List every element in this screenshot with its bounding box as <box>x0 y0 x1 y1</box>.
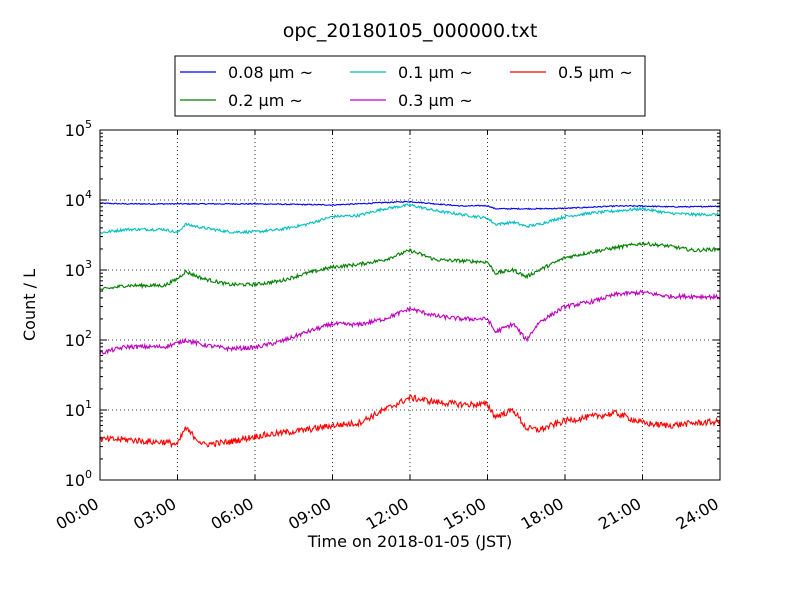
y-tick-label: 105 <box>65 118 92 140</box>
x-tick-label: 00:00 <box>53 494 102 534</box>
x-tick-label: 06:00 <box>208 494 257 534</box>
gridlines <box>100 130 720 480</box>
series-line <box>99 203 721 235</box>
series-line <box>99 241 721 291</box>
series-line <box>99 394 721 449</box>
chart-title: opc_20180105_000000.txt <box>283 20 538 42</box>
legend-frame <box>174 55 646 117</box>
y-tick-label: 101 <box>65 398 92 420</box>
legend: 0.08 μm ~ 0.1 μm ~ 0.2 μm ~ 0.3 μm ~ 0.5 μm … <box>174 55 646 117</box>
x-tick-label: 24:00 <box>673 494 722 534</box>
legend-label: 0.2 μm ~ <box>228 91 303 110</box>
tick-marks <box>99 129 721 481</box>
x-tick-label: 21:00 <box>595 494 644 534</box>
y-tick-labels: 100 101 102 103 104 105 <box>65 118 92 490</box>
legend-label: 0.1 μm ~ <box>398 63 473 82</box>
series-group <box>99 200 721 449</box>
x-tick-label: 03:00 <box>130 494 179 534</box>
legend-label: 0.3 μm ~ <box>398 91 473 110</box>
y-tick-label: 102 <box>65 328 92 350</box>
y-tick-label: 103 <box>65 258 92 280</box>
series-line <box>99 289 721 355</box>
x-tick-label: 12:00 <box>363 494 412 534</box>
y-tick-label: 104 <box>65 188 92 210</box>
x-tick-label: 15:00 <box>440 494 489 534</box>
series-line <box>99 200 721 211</box>
x-tick-labels: 00:00 03:00 06:00 09:00 12:00 15:00 18:00 21:00… <box>53 494 722 534</box>
x-tick-label: 18:00 <box>518 494 567 534</box>
y-tick-label: 100 <box>65 468 92 490</box>
x-axis-label: Time on 2018-01-05 (JST) <box>307 532 512 551</box>
legend-label: 0.5 μm ~ <box>558 63 633 82</box>
x-tick-label: 09:00 <box>285 494 334 534</box>
y-axis-label: Count / L <box>20 269 39 341</box>
legend-label: 0.08 μm ~ <box>228 63 313 82</box>
